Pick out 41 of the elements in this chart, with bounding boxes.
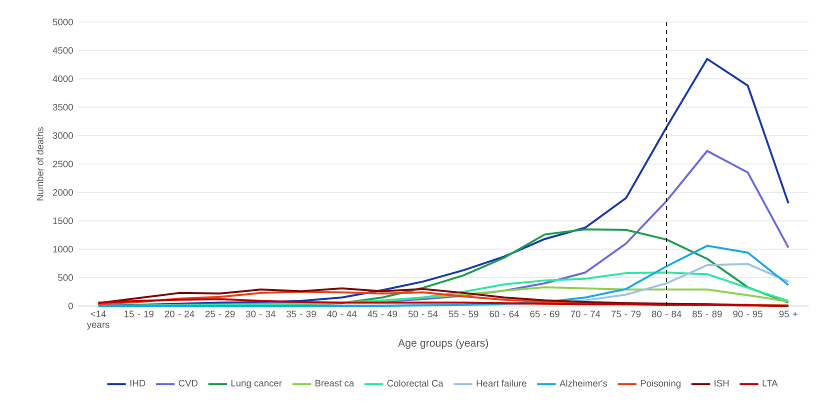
legend-label: Poisoning <box>640 380 681 388</box>
legend-label: IHD <box>130 380 146 386</box>
x-tick-label: 60 - 64 <box>490 310 519 318</box>
y-tick-label: 1000 <box>53 246 73 252</box>
x-tick-label: 70 - 74 <box>570 310 600 318</box>
legend-label: CVD <box>178 380 198 386</box>
legend-label: Breast ca <box>316 380 354 386</box>
x-tick-label: <14 years <box>86 310 110 330</box>
x-tick-label: 80 - 84 <box>652 310 682 318</box>
x-tick-label: 95 + <box>779 310 798 318</box>
x-axis-title: Age groups (years) <box>398 338 488 349</box>
x-tick-label: 90 - 95 <box>733 310 762 318</box>
y-tick-label: 2500 <box>52 160 73 168</box>
x-tick-label: 75 - 79 <box>611 310 641 318</box>
x-tick-label: 40 - 44 <box>327 310 357 318</box>
y-tick-label: 3000 <box>52 132 73 139</box>
y-tick-label: 4500 <box>52 47 73 54</box>
x-tick-label: 55 - 59 <box>448 310 478 318</box>
legend-label: Colorectal Ca <box>387 380 444 387</box>
legend-label: LTA <box>762 380 778 386</box>
x-tick-label: 15 - 19 <box>124 310 154 318</box>
legend-label: Alzheimer's <box>560 380 608 387</box>
y-tick-label: 4000 <box>52 76 73 82</box>
x-tick-label: 30 - 34 <box>246 310 276 318</box>
y-tick-label: 2000 <box>52 189 73 196</box>
x-tick-label: 35 - 39 <box>286 310 316 318</box>
x-tick-label: 50 - 54 <box>408 310 438 318</box>
x-tick-label: 85 - 89 <box>692 310 722 318</box>
y-tick-label: 500 <box>58 274 73 281</box>
y-tick-label: 5000 <box>52 18 73 26</box>
y-tick-label: 0 <box>68 302 73 310</box>
x-tick-label: 20 - 24 <box>164 310 194 318</box>
x-tick-label: 25 - 29 <box>205 310 235 318</box>
legend-label: Lung cancer <box>231 380 282 388</box>
y-axis-title: Number of deaths <box>36 127 44 200</box>
y-tick-label: 1500 <box>53 218 73 224</box>
x-tick-label: 65 - 69 <box>530 310 560 318</box>
legend-label: Heart failure <box>476 380 526 387</box>
x-tick-label: 45 - 49 <box>368 310 398 318</box>
legend-label: ISH <box>714 380 729 386</box>
y-tick-label: 3500 <box>52 104 73 110</box>
